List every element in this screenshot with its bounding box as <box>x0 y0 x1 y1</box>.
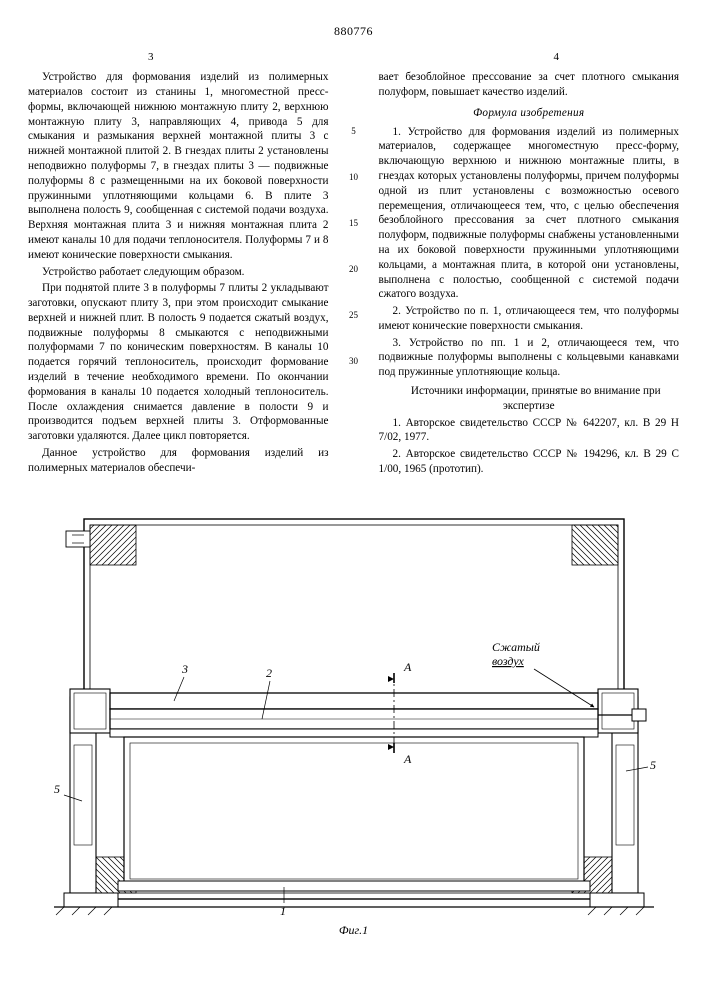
source-1: 1. Авторское свидетельство СССР № 642207… <box>379 416 680 446</box>
air-port <box>632 709 646 721</box>
lower-housing <box>124 737 584 885</box>
claim-3: 3. Устройство по пп. 1 и 2, отличающееся… <box>379 336 680 380</box>
ref-label-a-bot: A <box>403 752 412 766</box>
page-number-left: 3 <box>148 50 154 65</box>
guide-left <box>70 689 110 733</box>
figure-svg: 3 2 A A 1 5 5 Сжатый воздух <box>34 501 674 921</box>
line-number-gutter: 5 10 15 20 25 30 <box>347 70 361 478</box>
ref-label-2: 2 <box>266 666 272 680</box>
line-number: 15 <box>349 218 358 230</box>
corner-top-left <box>90 525 136 565</box>
left-para-2: Устройство работает следующим образом. <box>28 265 329 280</box>
document-number: 880776 <box>28 24 679 40</box>
ref-label-1: 1 <box>280 904 286 918</box>
line-number: 20 <box>349 264 358 276</box>
corner-top-right <box>572 525 618 565</box>
left-para-1: Устройство для формования изделий из пол… <box>28 70 329 262</box>
air-label-2: воздух <box>492 654 524 668</box>
plate-upper <box>110 693 598 709</box>
foot-right <box>590 893 644 907</box>
page-number-row: 3 4 <box>148 50 559 65</box>
left-para-3: При поднятой плите 3 в полуформы 7 плиты… <box>28 281 329 444</box>
column-left: Устройство для формования изделий из пол… <box>28 70 329 478</box>
air-label-1: Сжатый <box>492 640 540 654</box>
source-2: 2. Авторское свидетельство СССР № 194296… <box>379 447 680 477</box>
ref-label-3: 3 <box>181 662 188 676</box>
claim-2: 2. Устройство по п. 1, отличающееся тем,… <box>379 304 680 334</box>
line-number: 5 <box>351 126 356 138</box>
ref-label-a-top: A <box>403 660 412 674</box>
column-right: вает безоблойное прессование за счет пло… <box>379 70 680 478</box>
line-number: 10 <box>349 172 358 184</box>
line-number: 30 <box>349 356 358 368</box>
right-para-continue: вает безоблойное прессование за счет пло… <box>379 70 680 100</box>
ground-hatch <box>56 907 644 915</box>
figure-1: 3 2 A A 1 5 5 Сжатый воздух Фиг.1 <box>28 501 679 939</box>
left-para-4: Данное устройство для формования изделий… <box>28 446 329 476</box>
figure-caption: Фиг.1 <box>28 923 679 939</box>
plate-base <box>110 729 598 737</box>
ref-label-5-right: 5 <box>650 758 656 772</box>
text-columns: Устройство для формования изделий из пол… <box>28 70 679 478</box>
sources-title: Источники информации, принятые во вниман… <box>379 384 680 414</box>
joint-left <box>66 531 90 547</box>
front-lip <box>118 881 590 891</box>
claim-1: 1. Устройство для формования изделий из … <box>379 125 680 302</box>
ref-label-5-left: 5 <box>54 782 60 796</box>
line-number: 25 <box>349 310 358 322</box>
foot-left <box>64 893 118 907</box>
page-number-right: 4 <box>554 50 560 65</box>
claims-title: Формула изобретения <box>379 106 680 121</box>
